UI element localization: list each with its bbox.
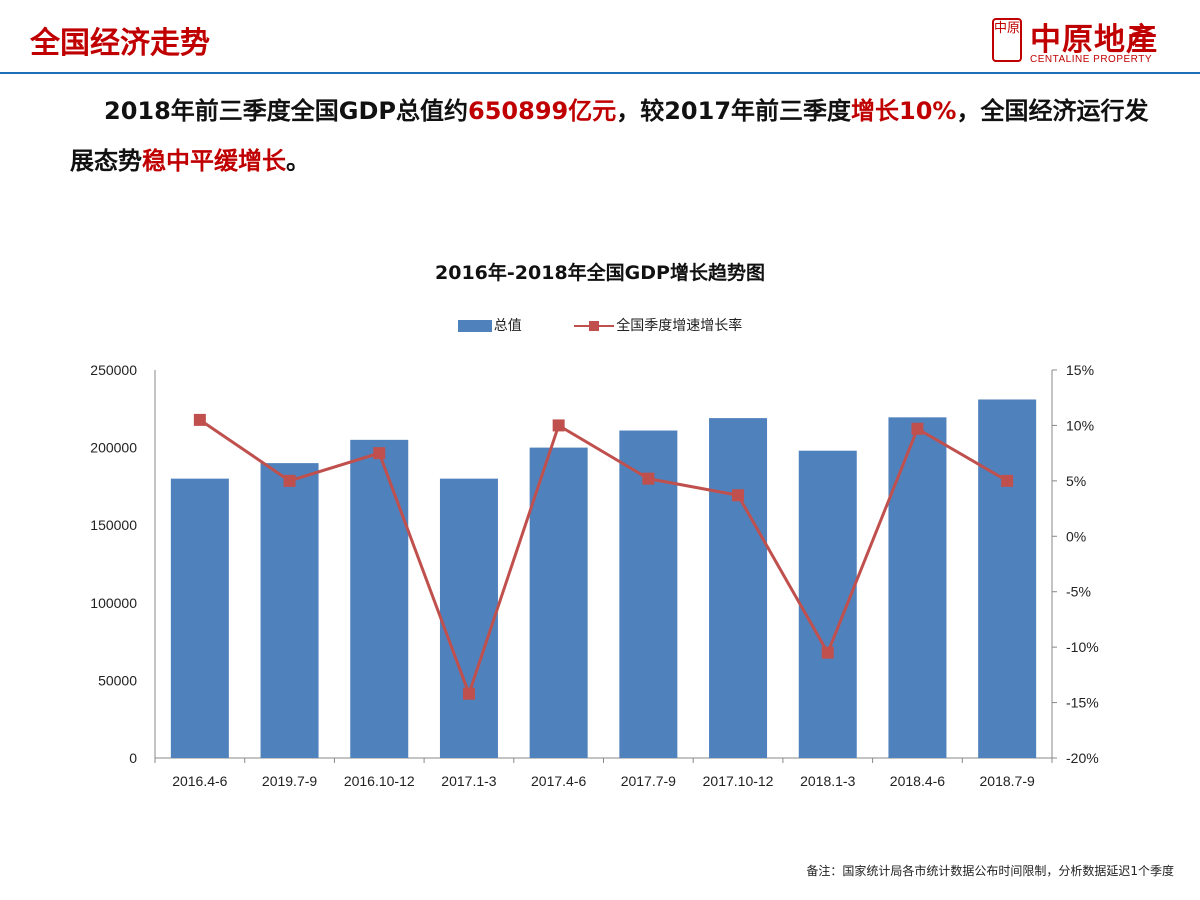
chart-title: 2016年-2018年全国GDP增长趋势图 — [435, 262, 765, 284]
summary-part-3: ，全国经济运行发展态势 — [70, 97, 1149, 175]
bar — [529, 447, 588, 758]
growth-rate-point — [373, 447, 386, 460]
header-divider — [0, 72, 1200, 74]
legend-line-swatch — [574, 320, 615, 332]
y-right-tick-label: 0% — [1066, 528, 1086, 544]
y-left-tick-label: 200000 — [90, 440, 137, 456]
y-right-tick-label: -15% — [1066, 695, 1099, 711]
y-left-tick-label: 50000 — [98, 672, 137, 688]
bar — [350, 439, 409, 758]
summary-highlight-trend: 稳中平缓增长 — [142, 147, 286, 175]
summary-part-2: ，较2017年前三季度 — [616, 97, 852, 125]
x-tick-label: 2017.4-6 — [531, 773, 586, 789]
y-left-tick-label: 250000 — [90, 362, 137, 378]
growth-rate-point — [283, 474, 296, 487]
growth-rate-point — [193, 413, 206, 426]
legend-bar-label: 总值 — [493, 318, 522, 334]
bar — [709, 418, 768, 758]
growth-rate-point — [821, 646, 834, 659]
y-right-tick-label: -20% — [1066, 750, 1099, 766]
y-left-tick-label: 100000 — [90, 595, 137, 611]
x-tick-label: 2018.4-6 — [890, 773, 945, 789]
growth-rate-point — [642, 472, 655, 485]
x-tick-label: 2018.7-9 — [980, 773, 1035, 789]
growth-rate-point — [462, 687, 475, 700]
logo-seal-icon: 中原 — [992, 18, 1022, 62]
page-title: 全国经济走势 — [30, 26, 210, 61]
growth-rate-point — [732, 489, 745, 502]
summary-part-4: 。 — [286, 147, 310, 175]
x-tick-label: 2017.10-12 — [703, 773, 774, 789]
y-right-tick-label: -5% — [1066, 584, 1091, 600]
bar — [978, 399, 1037, 758]
x-tick-label: 2017.1-3 — [441, 773, 496, 789]
y-right-tick-label: -10% — [1066, 639, 1099, 655]
y-left-tick-label: 0 — [129, 750, 137, 766]
growth-rate-line — [199, 418, 1008, 699]
bar — [170, 478, 229, 758]
bar — [439, 478, 498, 758]
logo-english-name: CENTALINE PROPERTY — [1030, 54, 1152, 65]
y-left-tick-label: 150000 — [90, 517, 137, 533]
summary-text: 2018年前三季度全国GDP总值约650899亿元，较2017年前三季度增长10… — [70, 86, 1160, 186]
chart-legend: 总值 全国季度增速增长率 — [0, 315, 1200, 335]
x-tick-label: 2019.7-9 — [262, 773, 317, 789]
y-right-tick-label: 5% — [1066, 473, 1086, 489]
logo-chinese-name: 中原地產 — [1030, 22, 1158, 58]
summary-highlight-gdp: 650899亿元 — [468, 97, 617, 125]
growth-rate-point — [552, 419, 565, 432]
bar — [619, 430, 678, 758]
logo-seal-text: 中原 — [994, 21, 1021, 36]
legend-item-bar: 总值 — [457, 315, 522, 335]
growth-rate-point — [1001, 474, 1014, 487]
legend-item-line: 全国季度增速增长率 — [574, 315, 742, 335]
y-right-tick-label: 15% — [1066, 362, 1094, 378]
legend-bar-swatch — [457, 320, 492, 332]
growth-rate-point — [911, 422, 924, 435]
bar — [888, 417, 947, 758]
summary-highlight-growth: 增长10% — [851, 97, 957, 125]
legend-line-label: 全国季度增速增长率 — [616, 318, 743, 334]
x-tick-label: 2017.7-9 — [621, 773, 676, 789]
footnote: 备注：国家统计局各市统计数据公布时间限制，分析数据延迟1个季度 — [806, 864, 1174, 878]
x-tick-label: 2016.10-12 — [344, 773, 415, 789]
brand-logo: 中原 中原地產 CENTALINE PROPERTY — [992, 18, 1162, 70]
x-tick-label: 2016.4-6 — [172, 773, 227, 789]
x-tick-label: 2018.1-3 — [800, 773, 855, 789]
bar — [260, 463, 319, 758]
summary-part-1: 2018年前三季度全国GDP总值约 — [104, 97, 469, 125]
y-right-tick-label: 10% — [1066, 417, 1094, 433]
